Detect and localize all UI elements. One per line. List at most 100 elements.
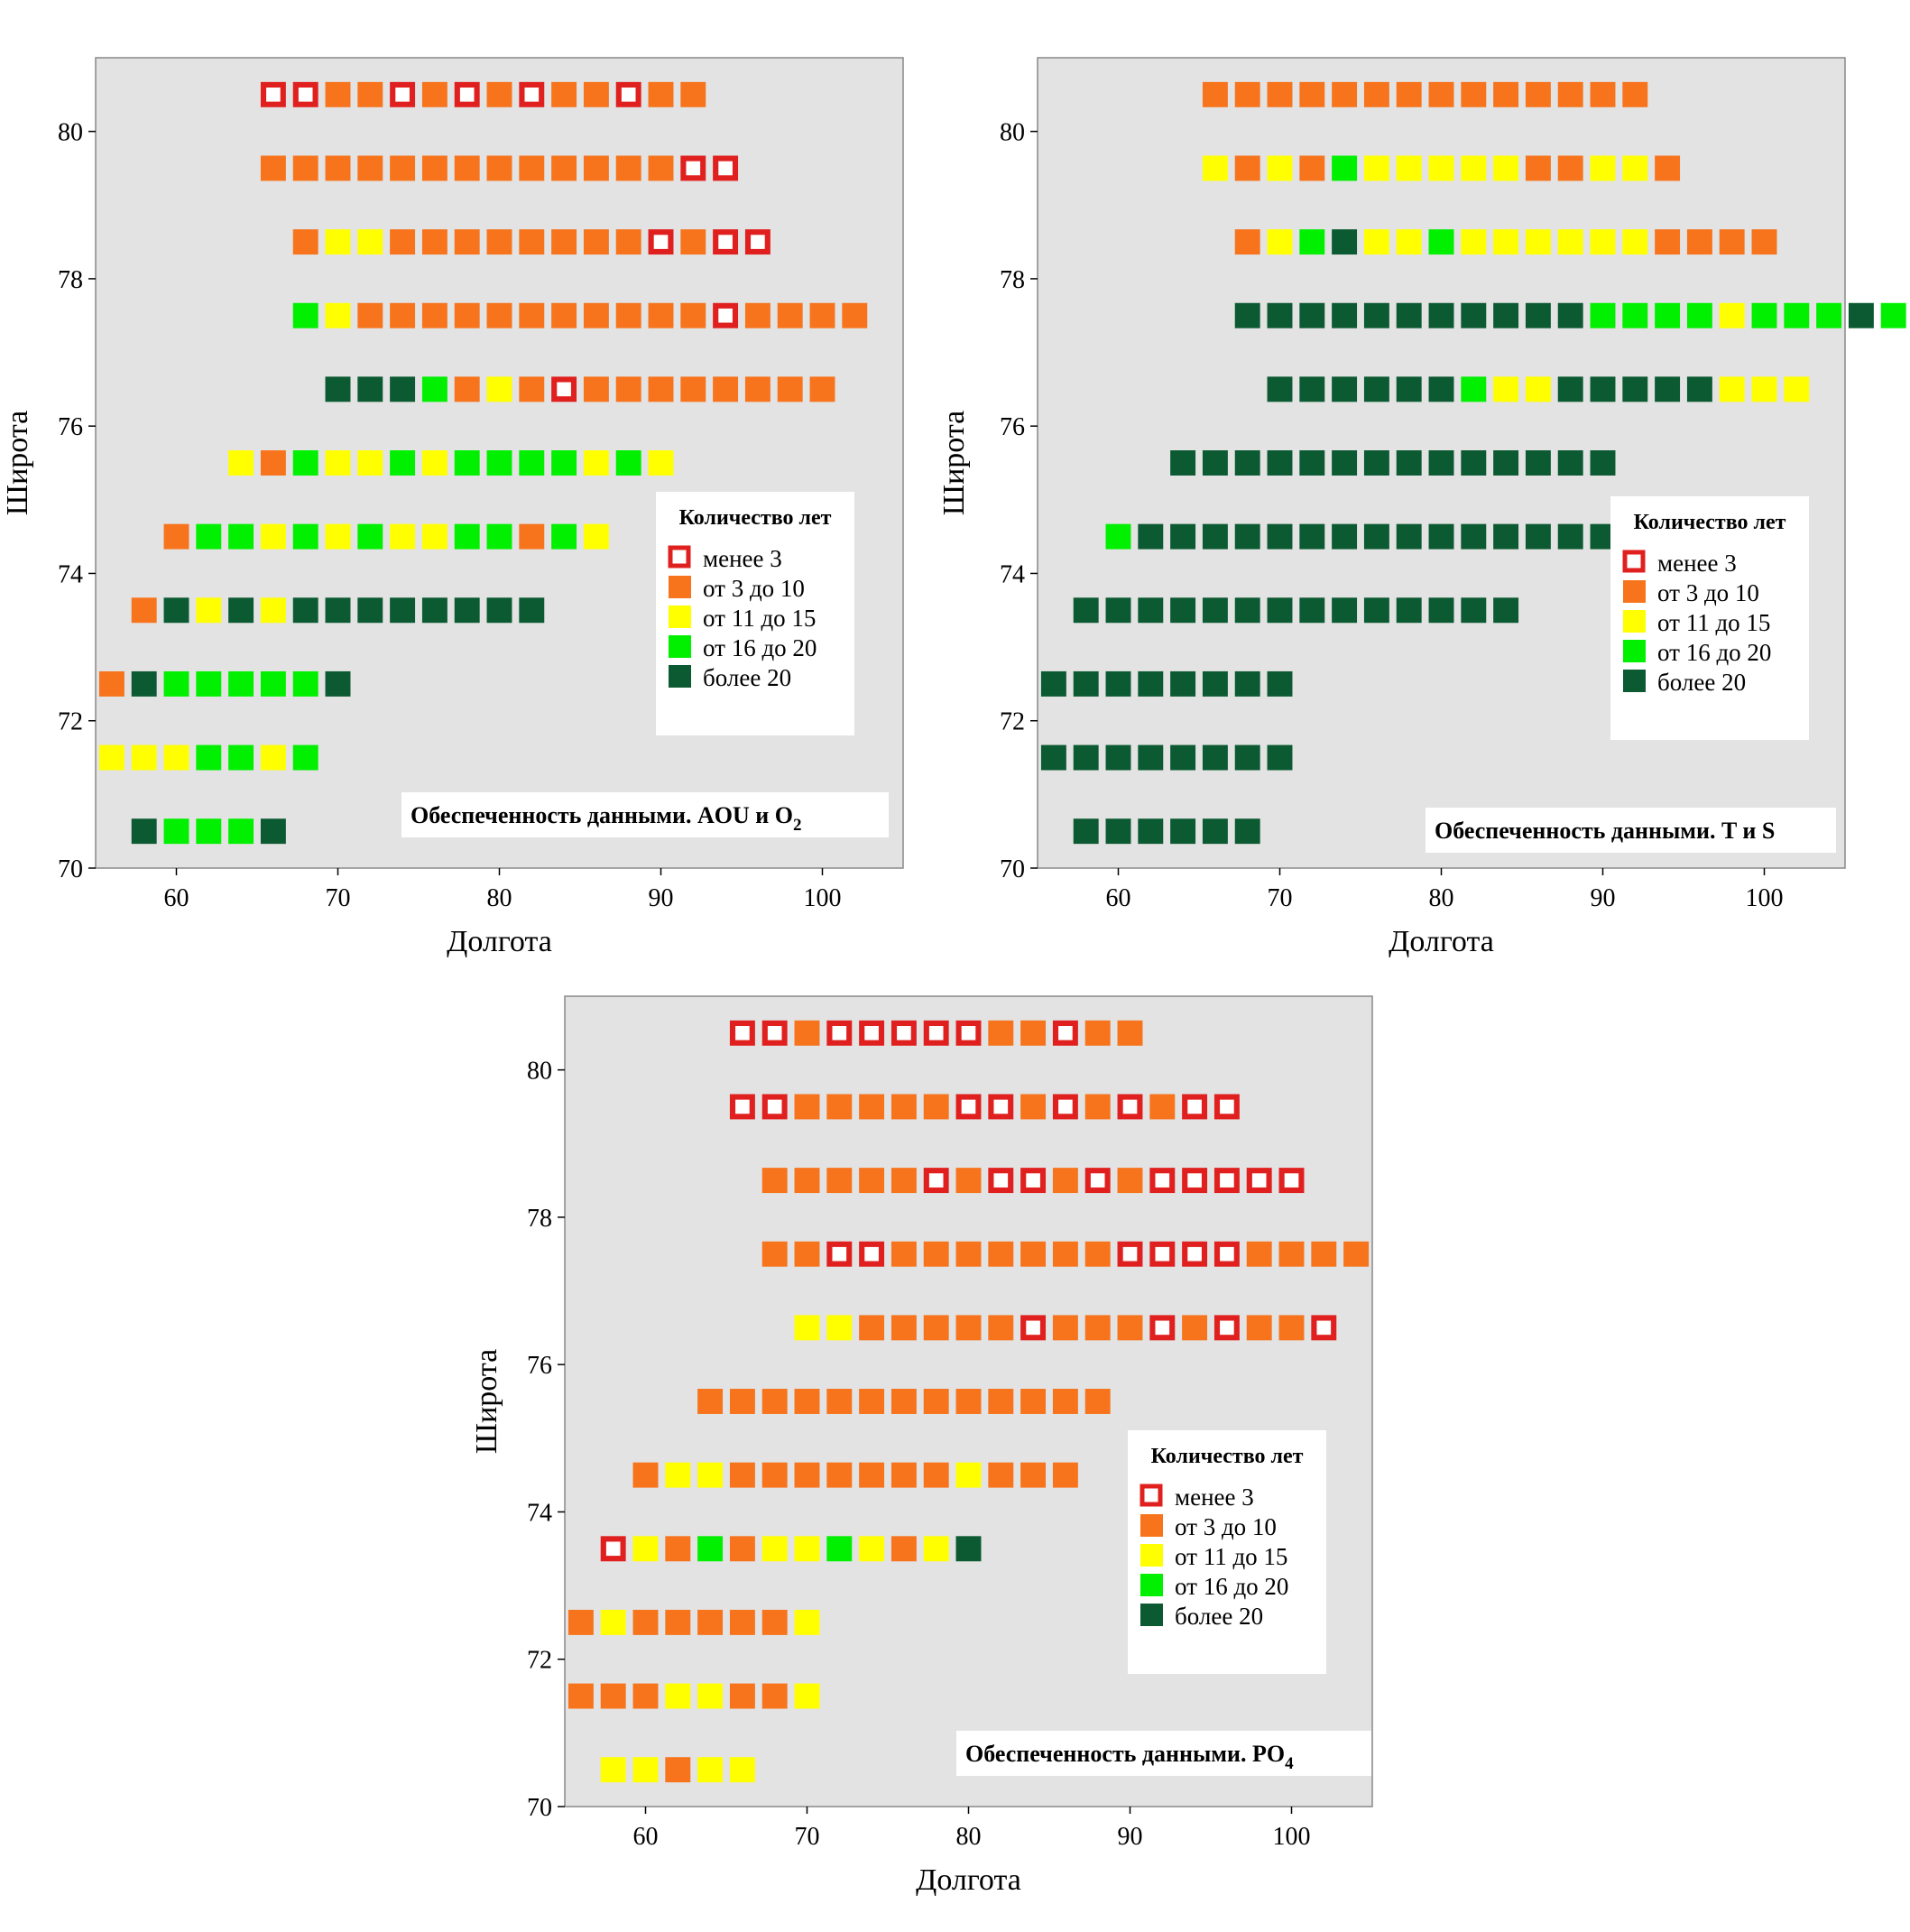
grid-cell bbox=[325, 450, 351, 476]
grid-cell bbox=[196, 670, 222, 697]
grid-cell bbox=[1396, 523, 1422, 550]
grid-cell bbox=[890, 1020, 917, 1046]
grid-cell bbox=[228, 670, 254, 697]
legend-label: от 11 до 15 bbox=[1175, 1543, 1287, 1570]
grid-cell bbox=[325, 597, 351, 624]
grid-cell bbox=[729, 1462, 755, 1488]
grid-cell bbox=[615, 81, 641, 107]
grid-cell bbox=[1299, 376, 1325, 402]
grid-cell bbox=[1267, 155, 1293, 181]
grid-cell bbox=[1267, 302, 1293, 328]
grid-cell bbox=[955, 1536, 982, 1562]
x-tick-label: 60 bbox=[1106, 884, 1131, 912]
grid-cell bbox=[1461, 302, 1487, 328]
grid-cell bbox=[1525, 450, 1551, 476]
grid-cell bbox=[809, 376, 835, 402]
grid-cell bbox=[1267, 81, 1293, 107]
grid-cell bbox=[357, 376, 383, 402]
grid-cell bbox=[1557, 376, 1583, 402]
grid-cell bbox=[713, 229, 739, 255]
grid-cell bbox=[486, 81, 512, 107]
grid-cell bbox=[1138, 523, 1164, 550]
y-axis-title: Широта bbox=[470, 1349, 503, 1454]
grid-cell bbox=[421, 450, 448, 476]
grid-cell bbox=[1040, 744, 1066, 771]
grid-cell bbox=[1557, 81, 1583, 107]
legend-swatch bbox=[1140, 1604, 1163, 1626]
grid-cell bbox=[1396, 450, 1422, 476]
grid-cell bbox=[454, 155, 480, 181]
grid-cell bbox=[1751, 376, 1777, 402]
grid-cell bbox=[390, 302, 416, 328]
grid-cell bbox=[1493, 523, 1519, 550]
x-tick-label: 70 bbox=[795, 1823, 820, 1851]
grid-cell bbox=[988, 1094, 1014, 1120]
grid-cell bbox=[1170, 744, 1196, 771]
grid-cell bbox=[794, 1536, 820, 1562]
grid-cell bbox=[292, 744, 318, 771]
grid-cell bbox=[292, 302, 318, 328]
grid-cell bbox=[632, 1683, 659, 1709]
grid-cell bbox=[1622, 81, 1648, 107]
grid-cell bbox=[1149, 1315, 1176, 1341]
grid-cell bbox=[1117, 1168, 1143, 1194]
grid-cell bbox=[131, 670, 157, 697]
grid-cell bbox=[325, 81, 351, 107]
grid-cell bbox=[761, 1389, 788, 1414]
grid-cell bbox=[1557, 229, 1583, 255]
grid-cell bbox=[1299, 597, 1325, 624]
grid-cell bbox=[1363, 523, 1389, 550]
grid-cell bbox=[454, 229, 480, 255]
grid-cell bbox=[1117, 1315, 1143, 1341]
grid-cell bbox=[761, 1094, 788, 1120]
grid-cell bbox=[1363, 376, 1389, 402]
legend-swatch bbox=[1623, 610, 1646, 633]
x-tick-label: 60 bbox=[633, 1823, 659, 1851]
grid-cell bbox=[1138, 744, 1164, 771]
grid-cell bbox=[923, 1241, 949, 1267]
grid-cell bbox=[632, 1609, 659, 1635]
grid-cell bbox=[1234, 670, 1260, 697]
grid-cell bbox=[551, 155, 577, 181]
x-axis-title: Долгота bbox=[916, 1863, 1021, 1897]
y-tick-label: 76 bbox=[527, 1352, 552, 1380]
grid-cell bbox=[615, 376, 641, 402]
grid-cell bbox=[697, 1536, 724, 1562]
grid-cell bbox=[421, 81, 448, 107]
grid-cell bbox=[390, 81, 416, 107]
grid-cell bbox=[1848, 302, 1874, 328]
grid-cell bbox=[1138, 597, 1164, 624]
grid-cell bbox=[1084, 1241, 1111, 1267]
grid-cell bbox=[390, 229, 416, 255]
grid-cell bbox=[1590, 81, 1616, 107]
grid-cell bbox=[1278, 1241, 1305, 1267]
grid-cell bbox=[1234, 744, 1260, 771]
grid-cell bbox=[292, 597, 318, 624]
grid-cell bbox=[890, 1389, 917, 1414]
grid-cell bbox=[648, 376, 674, 402]
grid-cell bbox=[859, 1168, 885, 1194]
grid-cell bbox=[1655, 376, 1681, 402]
grid-cell bbox=[761, 1683, 788, 1709]
grid-cell bbox=[955, 1462, 982, 1488]
grid-cell bbox=[1202, 744, 1228, 771]
grid-cell bbox=[454, 450, 480, 476]
grid-cell bbox=[1052, 1389, 1078, 1414]
y-tick-label: 70 bbox=[527, 1794, 552, 1822]
grid-cell bbox=[665, 1757, 691, 1783]
grid-cell bbox=[665, 1609, 691, 1635]
grid-cell bbox=[551, 450, 577, 476]
grid-cell bbox=[98, 670, 125, 697]
grid-cell bbox=[890, 1462, 917, 1488]
grid-cell bbox=[1278, 1168, 1305, 1194]
grid-cell bbox=[1149, 1094, 1176, 1120]
grid-cell bbox=[260, 597, 286, 624]
grid-cell bbox=[1020, 1168, 1047, 1194]
grid-cell bbox=[1751, 229, 1777, 255]
grid-cell bbox=[357, 450, 383, 476]
grid-cell bbox=[228, 450, 254, 476]
grid-cell bbox=[794, 1462, 820, 1488]
grid-cell bbox=[761, 1609, 788, 1635]
grid-cell bbox=[648, 81, 674, 107]
grid-cell bbox=[859, 1241, 885, 1267]
